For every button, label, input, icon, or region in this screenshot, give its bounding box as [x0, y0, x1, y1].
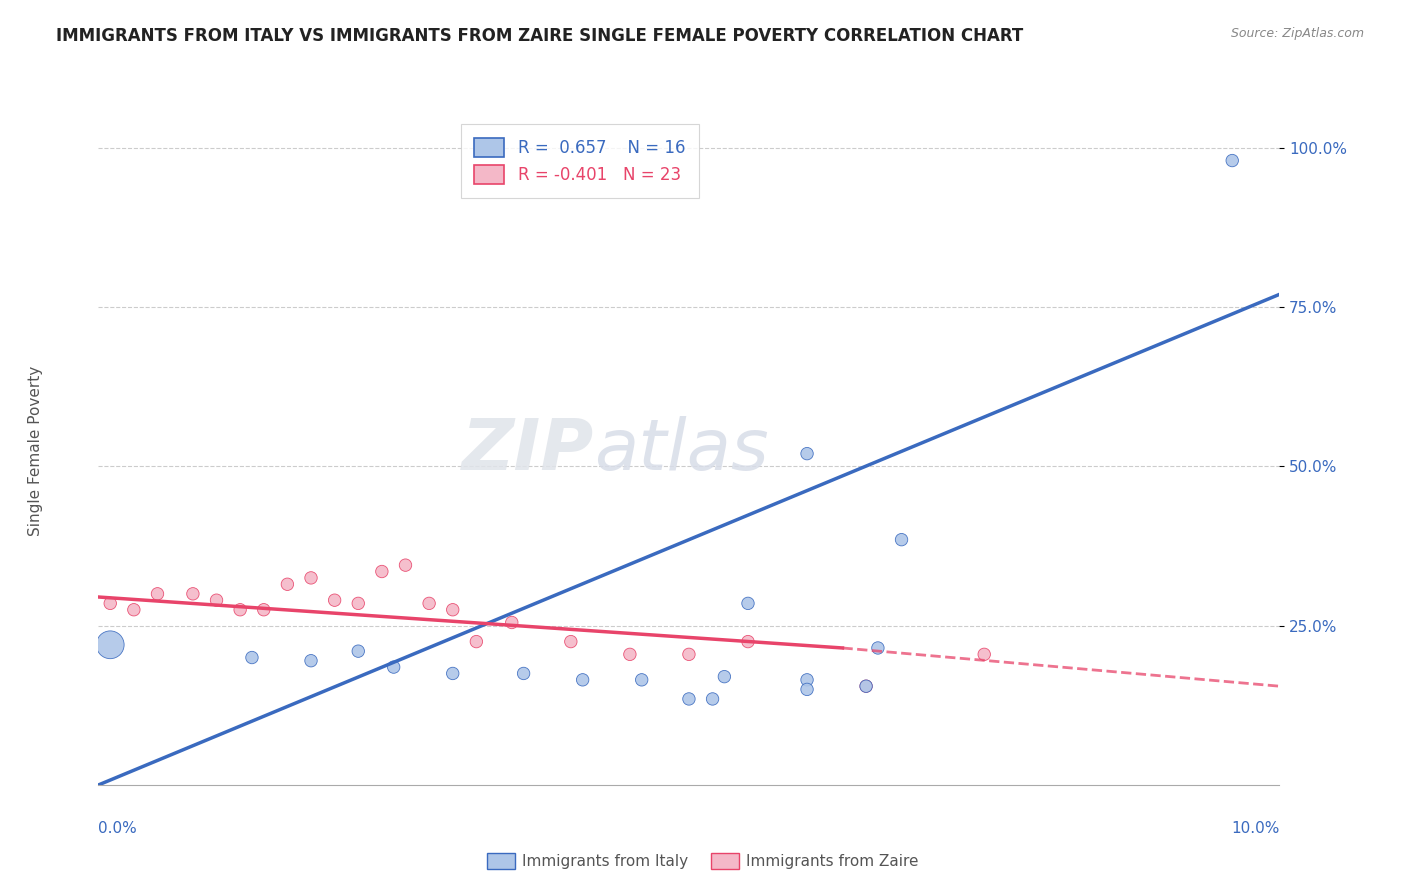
Point: [560, 634, 582, 648]
Point: [441, 666, 464, 681]
Point: [146, 587, 169, 601]
Point: [465, 634, 488, 648]
Point: [796, 682, 818, 697]
Point: [240, 650, 263, 665]
Point: [713, 670, 735, 684]
Point: [702, 692, 724, 706]
Point: [347, 596, 370, 610]
Point: [737, 596, 759, 610]
Point: [855, 679, 877, 693]
Point: [299, 654, 322, 668]
Point: [737, 634, 759, 648]
Point: [866, 640, 889, 655]
Point: [630, 673, 652, 687]
Point: [323, 593, 346, 607]
Point: [512, 666, 534, 681]
Point: [796, 673, 818, 687]
Point: [619, 648, 641, 662]
Point: [181, 587, 204, 601]
Point: [441, 603, 464, 617]
Point: [347, 644, 370, 658]
Point: [973, 648, 995, 662]
Point: [678, 692, 700, 706]
Point: [371, 565, 394, 579]
Point: [855, 679, 877, 693]
Legend: R =  0.657    N = 16, R = -0.401   N = 23: R = 0.657 N = 16, R = -0.401 N = 23: [461, 124, 699, 198]
Text: 10.0%: 10.0%: [1232, 821, 1279, 836]
Point: [253, 603, 276, 617]
Text: 0.0%: 0.0%: [98, 821, 138, 836]
Point: [98, 596, 121, 610]
Point: [98, 638, 121, 652]
Point: [299, 571, 322, 585]
Point: [229, 603, 252, 617]
Text: IMMIGRANTS FROM ITALY VS IMMIGRANTS FROM ZAIRE SINGLE FEMALE POVERTY CORRELATION: IMMIGRANTS FROM ITALY VS IMMIGRANTS FROM…: [56, 27, 1024, 45]
Text: ZIP: ZIP: [463, 416, 595, 485]
Point: [122, 603, 145, 617]
Point: [796, 447, 818, 461]
Point: [890, 533, 912, 547]
Text: Source: ZipAtlas.com: Source: ZipAtlas.com: [1230, 27, 1364, 40]
Point: [205, 593, 228, 607]
Point: [1220, 153, 1243, 168]
Legend: Immigrants from Italy, Immigrants from Zaire: Immigrants from Italy, Immigrants from Z…: [481, 847, 925, 875]
Point: [394, 558, 416, 573]
Text: atlas: atlas: [595, 416, 769, 485]
Point: [418, 596, 440, 610]
Point: [501, 615, 523, 630]
Point: [382, 660, 405, 674]
Point: [571, 673, 593, 687]
Text: Single Female Poverty: Single Female Poverty: [28, 366, 42, 535]
Point: [276, 577, 298, 591]
Point: [678, 648, 700, 662]
